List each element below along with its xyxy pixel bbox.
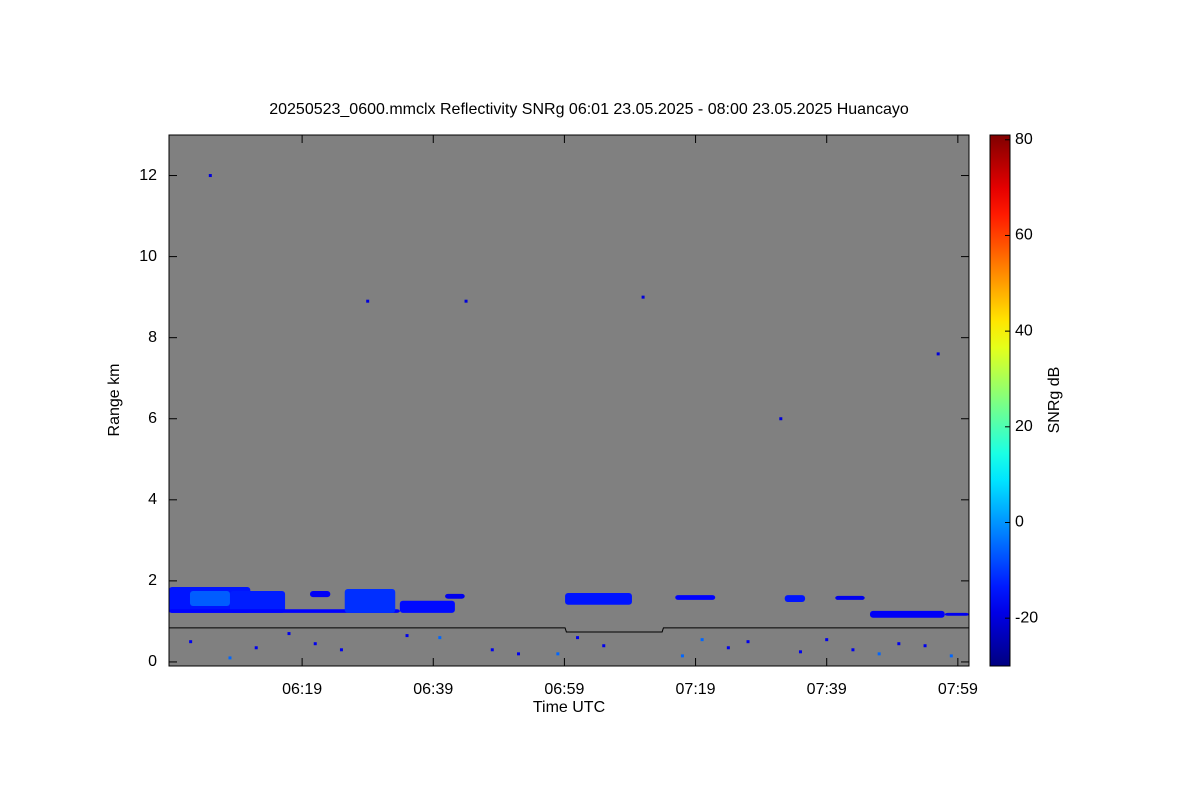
x-tick-label: 06:59 [544, 681, 584, 698]
cloud-patch [565, 593, 632, 605]
x-tick-label: 06:19 [282, 681, 322, 698]
colorbar-tick-label: 0 [1015, 514, 1024, 531]
speckle [208, 174, 212, 178]
cloud-patch [344, 588, 396, 613]
y-tick-label: 8 [148, 329, 157, 346]
cloud-patch [399, 600, 455, 613]
cloud-patch [835, 595, 865, 600]
speckle [851, 648, 855, 652]
y-tick-label: 4 [148, 491, 157, 508]
colorbar-tick-label: 80 [1015, 131, 1033, 148]
colorbar-label: SNRg dB [1046, 367, 1063, 434]
x-tick-label: 07:19 [676, 681, 716, 698]
speckle [680, 654, 684, 658]
speckle [825, 638, 829, 642]
speckle [228, 656, 232, 660]
speckle [313, 642, 317, 646]
x-tick-label: 06:39 [413, 681, 453, 698]
cloud-patch [169, 609, 400, 613]
y-tick-label: 2 [148, 572, 157, 589]
y-tick-label: 0 [148, 653, 157, 670]
colorbar-tick-label: 60 [1015, 227, 1033, 244]
speckle [641, 295, 645, 299]
speckle [798, 650, 802, 654]
speckle [897, 642, 901, 646]
cloud-patch [445, 593, 465, 599]
speckle [517, 652, 521, 656]
y-tick-label: 10 [139, 248, 157, 265]
plot-area [169, 174, 969, 660]
speckle [779, 417, 783, 421]
speckle [438, 636, 442, 640]
plot-background [169, 135, 969, 666]
plot-frame [168, 134, 970, 667]
cloud-patch [675, 595, 716, 600]
cloud-patch [189, 591, 230, 607]
speckle [254, 646, 258, 650]
y-axis-label: Range km [106, 364, 123, 437]
colorbar-tick-label: 20 [1015, 418, 1033, 435]
speckle [490, 648, 494, 652]
speckle [602, 644, 606, 648]
speckle [287, 632, 291, 636]
x-tick-label: 07:39 [807, 681, 847, 698]
cloud-patch [784, 595, 806, 602]
speckle [366, 299, 370, 303]
cloud-patch [229, 591, 286, 613]
cloud-patch [869, 610, 945, 618]
colorbar [989, 134, 1011, 667]
speckle [464, 299, 468, 303]
speckle [726, 646, 730, 650]
speckle [576, 636, 580, 640]
speckle [746, 640, 750, 644]
colorbar-tick-label: 40 [1015, 322, 1033, 339]
y-tick-label: 6 [148, 410, 157, 427]
cloud-patch [944, 612, 969, 616]
y-tick-label: 12 [139, 167, 157, 184]
x-axis-label: Time UTC [533, 699, 605, 716]
boundary-line [169, 627, 969, 633]
speckle [877, 652, 881, 656]
speckle [339, 648, 343, 652]
chart-title: 20250523_0600.mmclx Reflectivity SNRg 06… [269, 101, 909, 118]
speckle [949, 654, 953, 658]
speckle [556, 652, 560, 656]
speckle [405, 634, 409, 638]
colorbar-tick-label: -20 [1015, 609, 1038, 626]
cloud-patch [309, 591, 331, 598]
speckle [923, 644, 927, 648]
speckle [936, 352, 940, 356]
speckle [700, 638, 704, 642]
speckle [189, 640, 193, 644]
x-tick-label: 07:59 [938, 681, 978, 698]
